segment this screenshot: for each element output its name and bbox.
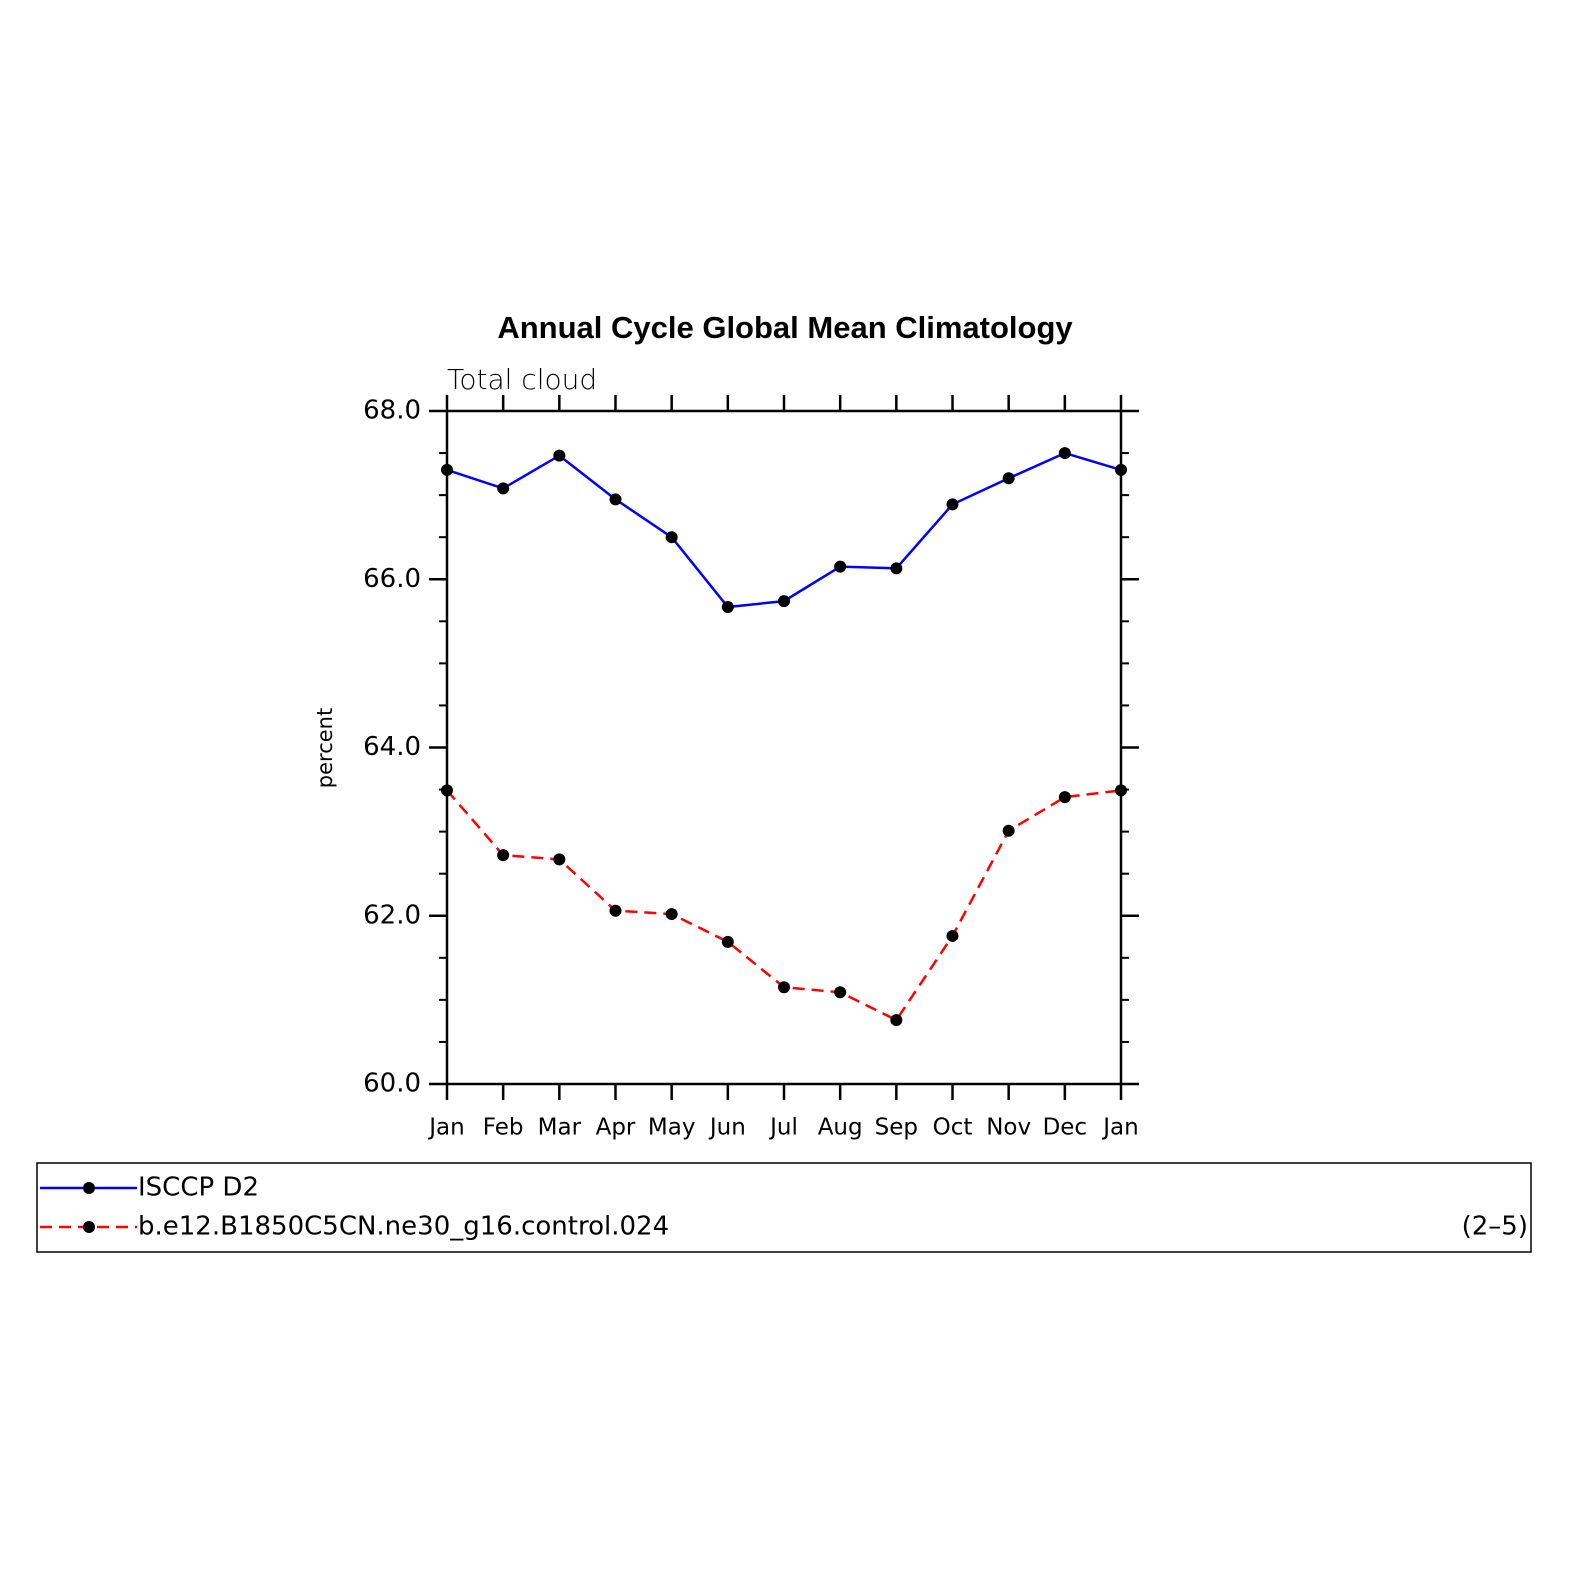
legend-box bbox=[36, 1162, 1532, 1253]
legend-marker bbox=[83, 1221, 95, 1233]
y-tick-label: 66.0 bbox=[363, 564, 421, 594]
data-point bbox=[834, 560, 847, 573]
y-axis-label: percent bbox=[313, 708, 337, 788]
x-tick-label: Jan bbox=[1101, 1115, 1138, 1141]
data-point bbox=[890, 1014, 903, 1027]
data-point bbox=[609, 493, 622, 506]
chart-title: Annual Cycle Global Mean Climatology bbox=[497, 310, 1073, 345]
x-tick-label: Nov bbox=[986, 1115, 1031, 1141]
legend-label: b.e12.B1850C5CN.ne30_g16.control.024 bbox=[138, 1212, 669, 1242]
data-point bbox=[1115, 463, 1127, 476]
x-tick-label: Dec bbox=[1043, 1115, 1088, 1141]
data-point bbox=[1002, 472, 1015, 485]
data-point bbox=[1115, 784, 1127, 797]
data-point bbox=[778, 595, 790, 608]
y-tick-label: 64.0 bbox=[363, 732, 421, 762]
y-tick-label: 62.0 bbox=[363, 900, 421, 930]
legend-marker bbox=[83, 1182, 95, 1194]
data-point bbox=[721, 935, 734, 948]
x-tick-label: Sep bbox=[875, 1115, 918, 1141]
x-tick-label: Apr bbox=[596, 1115, 636, 1141]
x-tick-label: Mar bbox=[538, 1115, 582, 1141]
data-point bbox=[834, 986, 847, 999]
data-point bbox=[553, 449, 566, 462]
data-point bbox=[441, 784, 453, 797]
y-tick-label: 60.0 bbox=[363, 1069, 421, 1099]
y-tick-label: 68.0 bbox=[363, 396, 421, 426]
data-point bbox=[778, 981, 790, 994]
x-tick-label: Oct bbox=[933, 1115, 973, 1141]
annotation: (2–5) bbox=[1462, 1212, 1528, 1242]
legend-label: ISCCP D2 bbox=[138, 1173, 259, 1203]
data-point bbox=[721, 601, 734, 614]
data-point bbox=[946, 498, 959, 511]
data-point bbox=[609, 904, 622, 917]
data-point bbox=[497, 482, 510, 495]
data-point bbox=[665, 531, 678, 544]
data-point bbox=[890, 562, 903, 575]
data-point bbox=[1002, 824, 1015, 837]
x-tick-label: Aug bbox=[818, 1115, 863, 1141]
series-line bbox=[446, 451, 1122, 609]
data-point bbox=[497, 849, 510, 862]
data-point bbox=[441, 463, 453, 476]
data-point bbox=[1058, 447, 1071, 460]
x-tick-label: Jan bbox=[427, 1115, 464, 1141]
x-tick-label: May bbox=[648, 1115, 696, 1141]
x-tick-label: Jun bbox=[708, 1115, 746, 1141]
data-point bbox=[665, 908, 678, 921]
x-tick-label: Feb bbox=[483, 1115, 524, 1141]
x-tick-label: Jul bbox=[768, 1115, 798, 1141]
data-point bbox=[946, 929, 959, 942]
data-point bbox=[553, 853, 566, 866]
chart-subtitle: Total cloud bbox=[447, 363, 597, 396]
data-point bbox=[1058, 791, 1071, 804]
